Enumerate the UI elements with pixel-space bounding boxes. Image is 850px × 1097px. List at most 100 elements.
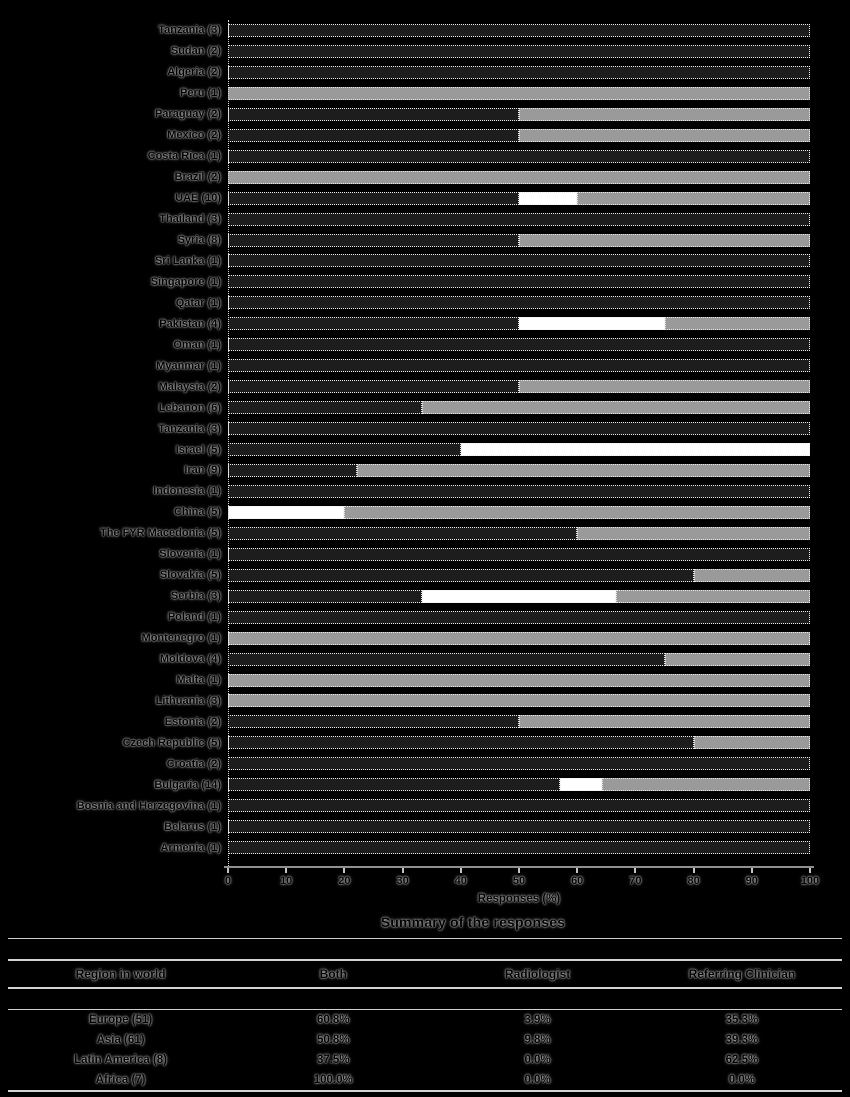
referring-clinician-segment bbox=[421, 401, 810, 415]
country-label: Slovenia (1) bbox=[159, 548, 221, 561]
bar-row: Mexico (2) bbox=[0, 125, 810, 146]
referring-clinician-segment bbox=[577, 526, 810, 540]
bar-row: Paraguay (2) bbox=[0, 104, 810, 125]
country-label: Lebanon (6) bbox=[158, 401, 221, 414]
summary-table-title: Summary of the responses bbox=[380, 914, 566, 930]
bar-row: Qatar (1) bbox=[0, 292, 810, 313]
country-label: Oman (1) bbox=[173, 338, 221, 351]
column-header: Referring Clinician bbox=[688, 967, 796, 981]
bar-row: Syria (8) bbox=[0, 230, 810, 251]
region-cell: 39.3% bbox=[725, 1034, 759, 1046]
referring-clinician-segment bbox=[577, 191, 810, 205]
country-label: Sri Lanka (1) bbox=[154, 254, 221, 267]
both-segment bbox=[228, 191, 519, 205]
referring-clinician-segment bbox=[601, 778, 810, 792]
both-segment bbox=[228, 359, 810, 373]
bar-row: Lebanon (6) bbox=[0, 397, 810, 418]
referring-clinician-segment bbox=[357, 463, 810, 477]
country-label: The FYR Macedonia (5) bbox=[99, 527, 221, 540]
country-label: Bulgaria (14) bbox=[154, 778, 221, 791]
x-tick-label: 90 bbox=[745, 875, 758, 887]
country-label: Algeria (2) bbox=[167, 66, 221, 79]
country-label: Czech Republic (5) bbox=[122, 736, 221, 749]
stacked-bar bbox=[228, 694, 810, 708]
both-segment bbox=[228, 820, 810, 834]
referring-clinician-segment bbox=[664, 652, 810, 666]
stacked-bar-chart: Tanzania (3) Sudan (2) Algeria (2) Peru (1)… bbox=[0, 20, 819, 905]
both-segment bbox=[228, 715, 519, 729]
bar-row: Malaysia (2) bbox=[0, 376, 810, 397]
both-segment bbox=[228, 463, 358, 477]
bar-row: Algeria (2) bbox=[0, 62, 810, 83]
country-label: Serbia (3) bbox=[170, 590, 221, 603]
referring-clinician-segment bbox=[693, 736, 810, 750]
country-label: Belarus (1) bbox=[164, 820, 221, 833]
region-cell: 3.9% bbox=[524, 1014, 551, 1026]
both-segment bbox=[228, 65, 810, 79]
x-tick-mark bbox=[576, 868, 579, 873]
column-header: Region in world bbox=[75, 967, 166, 981]
stacked-bar bbox=[228, 212, 810, 226]
stacked-bar bbox=[228, 65, 810, 79]
both-segment bbox=[228, 526, 578, 540]
region-cell: 0.0% bbox=[728, 1074, 756, 1086]
x-tick-mark bbox=[343, 868, 346, 873]
both-segment bbox=[228, 128, 519, 142]
y-axis-line bbox=[228, 20, 229, 866]
country-label: Singapore (1) bbox=[150, 275, 221, 288]
referring-clinician-segment bbox=[228, 170, 810, 184]
bar-rows: Tanzania (3) Sudan (2) Algeria (2) Peru (1)… bbox=[0, 20, 810, 858]
country-label: Thailand (3) bbox=[159, 213, 221, 226]
bar-row: Singapore (1) bbox=[0, 271, 810, 292]
stacked-bar bbox=[228, 568, 810, 582]
bar-row: Thailand (3) bbox=[0, 209, 810, 230]
bar-row: Czech Republic (5) bbox=[0, 732, 810, 753]
x-tick-label: 20 bbox=[338, 875, 351, 887]
region-cell: 50.8% bbox=[316, 1034, 350, 1046]
referring-clinician-segment bbox=[519, 128, 810, 142]
radiologist-segment bbox=[460, 443, 810, 457]
region-cell: 35.3% bbox=[725, 1014, 759, 1026]
bar-row: Slovakia (5) bbox=[0, 565, 810, 586]
x-tick-label: 50 bbox=[512, 875, 526, 887]
both-segment bbox=[228, 589, 422, 603]
stacked-bar bbox=[228, 275, 810, 289]
x-tick-mark bbox=[459, 868, 462, 873]
column-header: Both bbox=[319, 967, 347, 981]
x-tick-mark bbox=[809, 868, 811, 873]
stacked-bar bbox=[228, 505, 810, 519]
x-tick-mark bbox=[518, 868, 520, 873]
stacked-bar bbox=[228, 652, 810, 666]
stacked-bar bbox=[228, 296, 810, 310]
radiologist-segment bbox=[560, 778, 602, 792]
country-label: Poland (1) bbox=[167, 611, 221, 624]
bar-row: Bosnia and Herzegovina (1) bbox=[0, 795, 810, 816]
referring-clinician-segment bbox=[519, 380, 810, 394]
bar-row: Belarus (1) bbox=[0, 816, 810, 837]
both-segment bbox=[228, 317, 519, 331]
x-tick-mark bbox=[227, 868, 229, 873]
x-tick-label: 40 bbox=[454, 875, 467, 887]
country-label: Moldova (4) bbox=[159, 653, 221, 666]
bar-row: UAE (10) bbox=[0, 188, 810, 209]
stacked-bar bbox=[228, 233, 810, 247]
both-segment bbox=[228, 233, 519, 247]
both-segment bbox=[228, 254, 810, 268]
stacked-bar bbox=[228, 149, 810, 163]
stacked-bar bbox=[228, 736, 810, 750]
referring-clinician-segment bbox=[228, 86, 810, 100]
country-label: Mexico (2) bbox=[167, 129, 221, 142]
stacked-bar bbox=[228, 338, 810, 352]
country-label: Costa Rica (1) bbox=[147, 150, 221, 163]
country-label: Malaysia (2) bbox=[158, 380, 221, 393]
bar-row: Malta (1) bbox=[0, 670, 810, 691]
summary-table: Region in world Both Radiologist Referring … bbox=[8, 938, 842, 1097]
country-label: Bosnia and Herzegovina (1) bbox=[76, 799, 221, 812]
both-segment bbox=[228, 23, 810, 37]
bar-row: Peru (1) bbox=[0, 83, 810, 104]
region-cell: 9.8% bbox=[524, 1034, 551, 1046]
country-label: Myanmar (1) bbox=[156, 359, 221, 372]
x-tick-label: 70 bbox=[629, 875, 642, 887]
stacked-bar bbox=[228, 841, 810, 855]
country-label: Slovakia (5) bbox=[159, 569, 221, 582]
